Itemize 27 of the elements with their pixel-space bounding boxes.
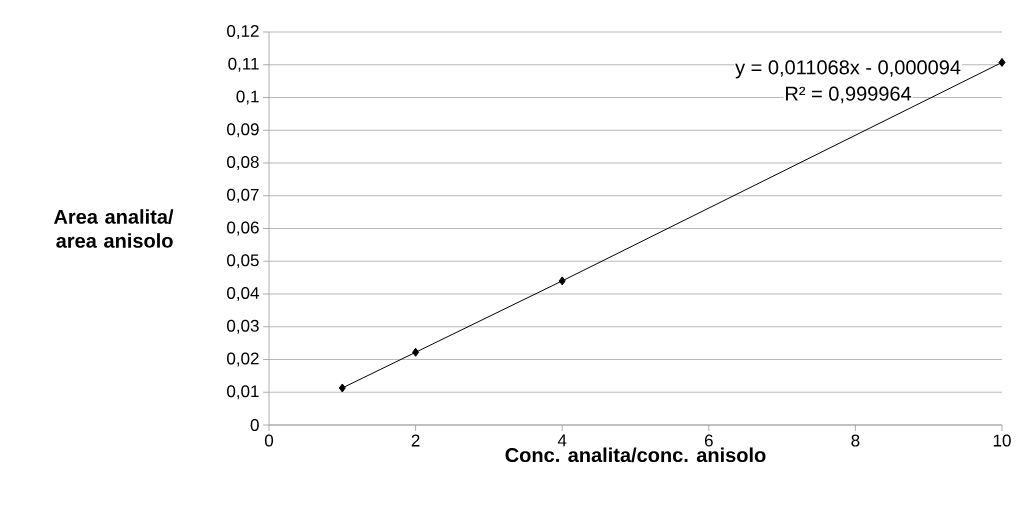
x-axis-title: Conc. analita/conc. anisolo — [505, 447, 766, 463]
x-tick-label: 10 — [993, 434, 1011, 447]
y-tick-label: 0 — [250, 418, 259, 432]
y-tick-label: 0,08 — [227, 155, 259, 171]
x-tick-label: 2 — [411, 434, 420, 447]
x-tick-label: 8 — [851, 434, 860, 447]
x-tick-label: 6 — [704, 434, 713, 447]
y-tick-label: 0,03 — [227, 319, 259, 334]
x-tick-label: 0 — [264, 434, 274, 447]
y-tick-label: 0,04 — [227, 286, 259, 302]
annotation: R² = 0,999964 — [786, 86, 912, 104]
point — [998, 57, 1006, 67]
x-tick-label: 4 — [557, 434, 567, 447]
y-tick-label: 0,06 — [227, 221, 259, 236]
point — [412, 347, 420, 357]
y-tick-label: 0,11 — [228, 57, 259, 72]
point — [558, 276, 566, 286]
y-tick-label: 0,09 — [227, 123, 259, 138]
y-tick-label: 0,01 — [227, 385, 259, 400]
point — [338, 383, 346, 393]
y-axis-title: Area analita/ area anisolo — [53, 209, 174, 248]
annotation: y = 0,011068x - 0,000094 — [735, 60, 961, 79]
y-tick-label: 0,02 — [227, 352, 259, 367]
y-tick-label: 0,1 — [236, 90, 259, 105]
y-tick-label: 0,12 — [227, 24, 259, 40]
y-tick-label: 0,05 — [227, 254, 259, 269]
y-tick-label: 0,07 — [227, 188, 259, 203]
